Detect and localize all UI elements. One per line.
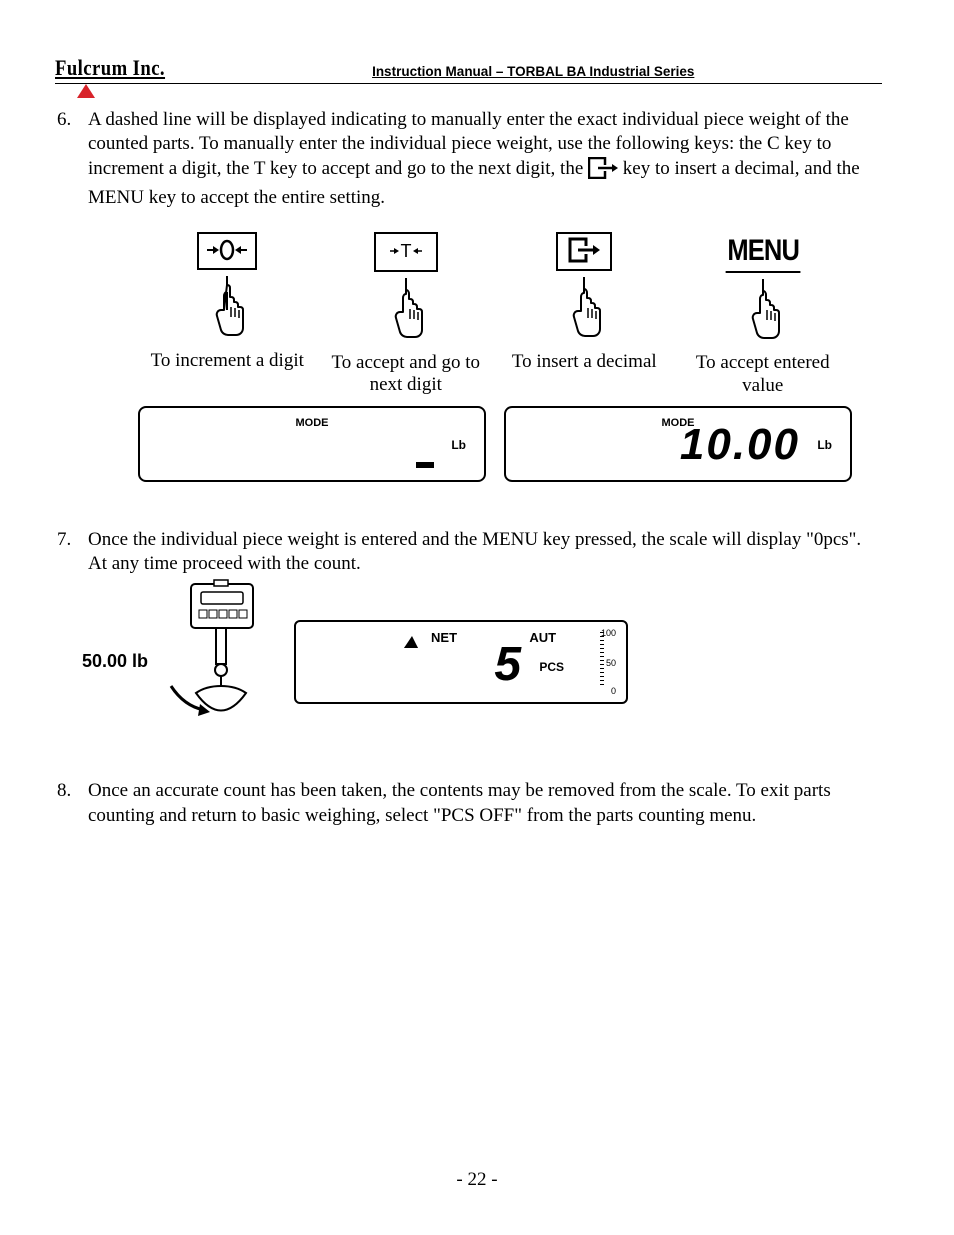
- svg-text:T: T: [400, 241, 411, 261]
- lcd-value: 10.00: [680, 417, 800, 473]
- lcd-row: MODE Lb MODE Lb 10.00: [138, 406, 852, 482]
- exit-arrow-icon: [588, 157, 618, 186]
- step-8-text: Once an accurate count has been taken, t…: [88, 780, 831, 825]
- red-triangle-marker: [77, 84, 95, 98]
- net-label: NET: [431, 630, 457, 647]
- key-menu: MENU To accept entered value: [674, 232, 853, 397]
- key-next-caption: To accept and go to next digit: [317, 352, 496, 398]
- page-header: Fulcrum Inc. Instruction Manual – TORBAL…: [55, 55, 882, 84]
- tick-0: 0: [611, 686, 616, 698]
- menu-key-label: MENU: [725, 232, 800, 272]
- key-decimal: To insert a decimal: [495, 232, 674, 397]
- step-6: 6. A dashed line will be displayed indic…: [83, 108, 882, 482]
- lcd-mode-label: MODE: [296, 416, 329, 430]
- key-increment-caption: To increment a digit: [138, 350, 317, 373]
- pcs-label: PCS: [539, 660, 564, 675]
- exit-key-icon: [556, 232, 612, 271]
- count-value: 5: [494, 634, 521, 695]
- bargraph-ticks: [600, 632, 604, 694]
- hand-icon: [138, 274, 317, 343]
- step-number: 7.: [57, 528, 71, 552]
- tick-50: 50: [606, 658, 616, 670]
- key-increment: To increment a digit: [138, 232, 317, 397]
- company-logo-text: Fulcrum Inc.: [55, 55, 165, 81]
- aut-label: AUT: [529, 630, 556, 647]
- stable-icon: [404, 631, 428, 655]
- lcd-unit-label: Lb: [451, 438, 466, 453]
- hand-icon: [674, 277, 853, 346]
- step-8: 8. Once an accurate count has been taken…: [83, 779, 882, 828]
- lcd-count: NET AUT PCS 5 100 50 0: [294, 620, 628, 704]
- step-number: 8.: [57, 779, 71, 803]
- key-next-digit: T To accept and go to next digit: [317, 232, 496, 397]
- keys-row: To increment a digit T: [138, 232, 852, 397]
- page-number: - 22 -: [0, 1169, 954, 1191]
- weight-label: 50.00 lb: [82, 650, 148, 673]
- tare-key-icon: T: [374, 232, 438, 272]
- lcd-dash-value: [416, 462, 434, 468]
- lcd-left: MODE Lb: [138, 406, 486, 482]
- hand-icon: [495, 275, 674, 344]
- step-7-text: Once the individual piece weight is ente…: [88, 529, 861, 574]
- key-menu-caption: To accept entered value: [674, 352, 853, 398]
- lcd-right: MODE Lb 10.00: [504, 406, 852, 482]
- scale-illustration: [166, 578, 276, 745]
- step-number: 6.: [57, 108, 71, 132]
- lcd-unit-label: Lb: [817, 438, 832, 453]
- zero-key-icon: [197, 232, 257, 270]
- hand-icon: [317, 276, 496, 345]
- key-decimal-caption: To insert a decimal: [495, 351, 674, 374]
- step-7: 7. Once the individual piece weight is e…: [83, 528, 882, 746]
- manual-title: Instruction Manual – TORBAL BA Industria…: [184, 64, 882, 81]
